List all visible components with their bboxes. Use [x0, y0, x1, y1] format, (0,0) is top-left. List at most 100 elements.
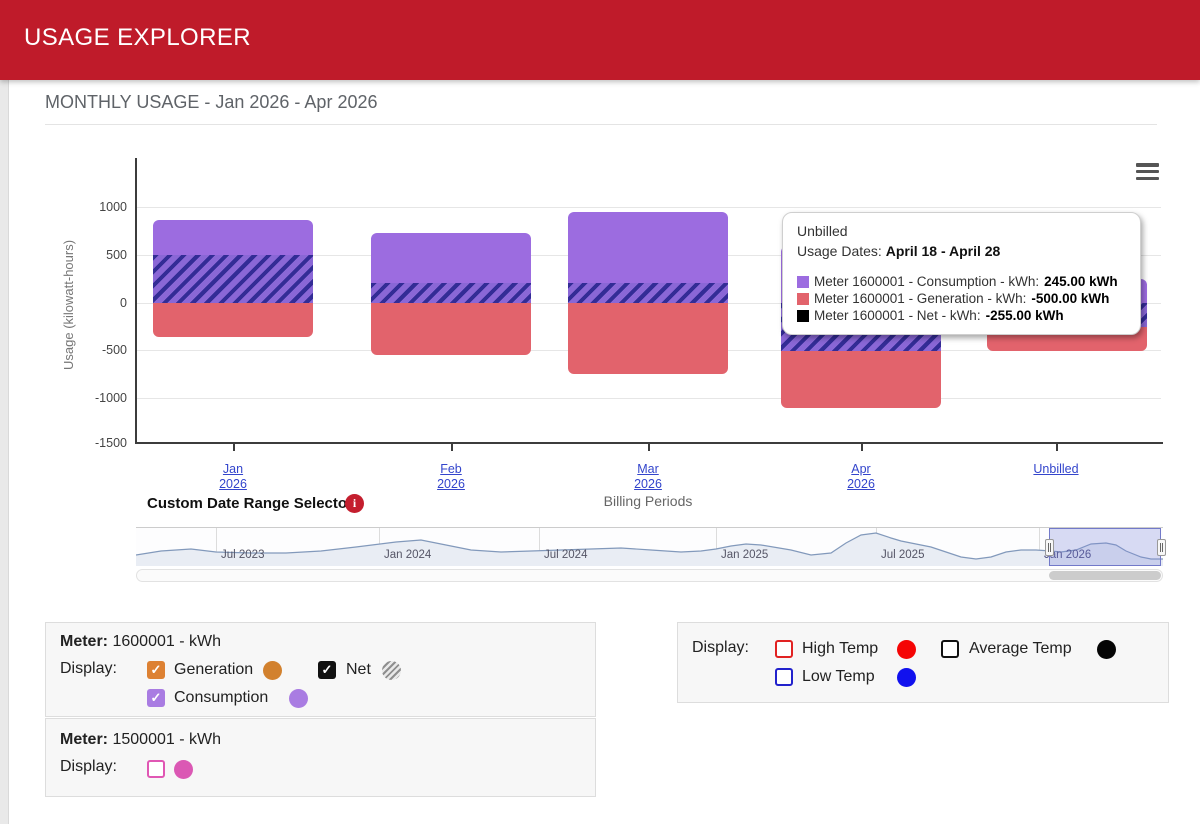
net-label: Net	[346, 661, 371, 678]
high-temp-label: High Temp	[802, 640, 879, 657]
net-bar[interactable]	[371, 283, 531, 303]
tooltip-series-label: Meter 1600001 - Generation - kWh:	[814, 291, 1027, 306]
generation-bar[interactable]	[371, 303, 531, 355]
navigator-tick-label: Jul 2023	[221, 549, 265, 561]
meter-label: Meter:	[60, 731, 109, 748]
x-axis-category-link[interactable]: Apr 2026	[847, 462, 875, 491]
generation-bar[interactable]	[153, 303, 313, 338]
series-color-swatch	[797, 275, 809, 288]
x-axis-line	[135, 442, 1163, 444]
generation-label: Generation	[174, 661, 254, 678]
display-label: Display:	[692, 639, 749, 656]
consumption-dot	[289, 689, 308, 708]
low-temp-dot	[897, 668, 916, 687]
navigator-gridline	[539, 528, 540, 566]
date-range-selector-label: Custom Date Range Selector	[147, 495, 353, 512]
navigator-scrollbar-thumb[interactable]	[1049, 571, 1161, 580]
y-axis-tick-label: 1000	[99, 200, 127, 214]
tooltip-dates-label: Usage Dates:	[797, 243, 882, 259]
x-axis-category-link[interactable]: Jan 2026	[219, 462, 247, 491]
y-axis-tick-label: 0	[120, 296, 127, 310]
generation-bar[interactable]	[568, 303, 728, 374]
check-icon	[147, 661, 165, 679]
tooltip-title: Unbilled	[797, 223, 848, 239]
chart-context-menu-icon[interactable]	[1136, 163, 1159, 181]
x-axis-category-link[interactable]: Unbilled	[1033, 462, 1079, 476]
navigator-selected-range[interactable]	[1049, 528, 1161, 566]
check-icon	[318, 661, 336, 679]
navigator-tick-label: Jan 2025	[721, 549, 769, 561]
navigator-left-handle[interactable]	[1045, 539, 1054, 556]
meter-label-line: Meter: 1500001 - kWh	[60, 731, 221, 749]
gridline	[137, 207, 1161, 208]
tooltip-rows: Meter 1600001 - Consumption - kWh: 245.00…	[797, 273, 1126, 324]
net-bar[interactable]	[153, 255, 313, 303]
navigator-gridline	[216, 528, 217, 566]
navigator-tick-label: Jul 2025	[881, 549, 925, 561]
average-temp-label: Average Temp	[969, 640, 1072, 657]
tooltip-series-value: 245.00 kWh	[1044, 274, 1118, 289]
high-temp-checkbox[interactable]	[775, 640, 793, 658]
consumption-label: Consumption	[174, 689, 269, 706]
check-icon	[147, 689, 165, 707]
tooltip-series-row: Meter 1600001 - Generation - kWh: -500.00…	[797, 290, 1126, 307]
chart-heading: MONTHLY USAGE - Jan 2026 - Apr 2026	[45, 92, 378, 112]
net-bar[interactable]	[568, 282, 728, 303]
navigator-gridline	[1039, 528, 1040, 566]
tooltip-dates-value: April 18 - April 28	[885, 243, 1001, 259]
navigator-right-handle[interactable]	[1157, 539, 1166, 556]
average-temp-dot	[1097, 640, 1116, 659]
generation-checkbox[interactable]	[147, 661, 165, 679]
meter-1500001-dot	[174, 760, 193, 779]
tooltip-series-row: Meter 1600001 - Consumption - kWh: 245.00…	[797, 273, 1126, 290]
series-color-swatch	[797, 292, 809, 305]
meter-label-line: Meter: 1600001 - kWh	[60, 633, 221, 651]
net-hatched-dot	[382, 661, 401, 680]
display-label: Display:	[60, 758, 117, 775]
x-axis-tick	[233, 444, 235, 451]
info-icon[interactable]: i	[345, 494, 364, 513]
y-axis-tick-label: -1500	[95, 436, 127, 450]
navigator-sparkline	[136, 532, 1163, 566]
navigator-tick-label: Jan 2024	[384, 549, 432, 561]
meter-1500001-panel: Meter: 1500001 - kWh Display:	[45, 718, 596, 797]
meter-value: 1500001 - kWh	[112, 731, 221, 748]
app-header: USAGE EXPLORER	[0, 0, 1200, 80]
weather-display-panel: Display: High Temp Average Temp Low Temp	[677, 622, 1169, 703]
x-axis-tick	[451, 444, 453, 451]
meter-label: Meter:	[60, 633, 109, 650]
y-axis-tick-label: -500	[101, 343, 127, 357]
low-temp-checkbox[interactable]	[775, 668, 793, 686]
tooltip-series-value: -255.00 kWh	[985, 308, 1064, 323]
y-axis-tick-label: -1000	[95, 391, 127, 405]
tooltip-series-row: Meter 1600001 - Net - kWh: -255.00 kWh	[797, 307, 1126, 324]
meter-value: 1600001 - kWh	[112, 633, 221, 650]
navigator-top-border	[136, 527, 1163, 528]
x-axis-tick	[648, 444, 650, 451]
tooltip-series-label: Meter 1600001 - Net - kWh:	[814, 308, 981, 323]
meter-1600001-panel: Meter: 1600001 - kWh Display: Generation…	[45, 622, 596, 717]
page-title: USAGE EXPLORER	[24, 24, 252, 51]
x-axis-title: Billing Periods	[603, 493, 693, 509]
navigator-scrollbar-track[interactable]	[136, 569, 1163, 582]
tooltip-series-value: -500.00 kWh	[1031, 291, 1110, 306]
net-checkbox[interactable]	[318, 661, 336, 679]
meter-1500001-checkbox[interactable]	[147, 760, 165, 778]
average-temp-checkbox[interactable]	[941, 640, 959, 658]
high-temp-dot	[897, 640, 916, 659]
navigator-tick-label: Jan 2026	[1044, 549, 1092, 561]
x-axis-category-link[interactable]: Mar 2026	[634, 462, 662, 491]
x-axis-tick	[861, 444, 863, 451]
consumption-checkbox[interactable]	[147, 689, 165, 707]
display-label: Display:	[60, 660, 117, 677]
tooltip-dates: Usage Dates: April 18 - April 28	[797, 243, 1126, 259]
tooltip-series-label: Meter 1600001 - Consumption - kWh:	[814, 274, 1040, 289]
x-axis-tick	[1056, 444, 1058, 451]
navigator-gridline	[716, 528, 717, 566]
x-axis-category-link[interactable]: Feb 2026	[437, 462, 465, 491]
generation-dot	[263, 661, 282, 680]
gridline	[137, 398, 1161, 399]
y-axis-tick-label: 500	[106, 248, 127, 262]
navigator-tick-label: Jul 2024	[544, 549, 588, 561]
